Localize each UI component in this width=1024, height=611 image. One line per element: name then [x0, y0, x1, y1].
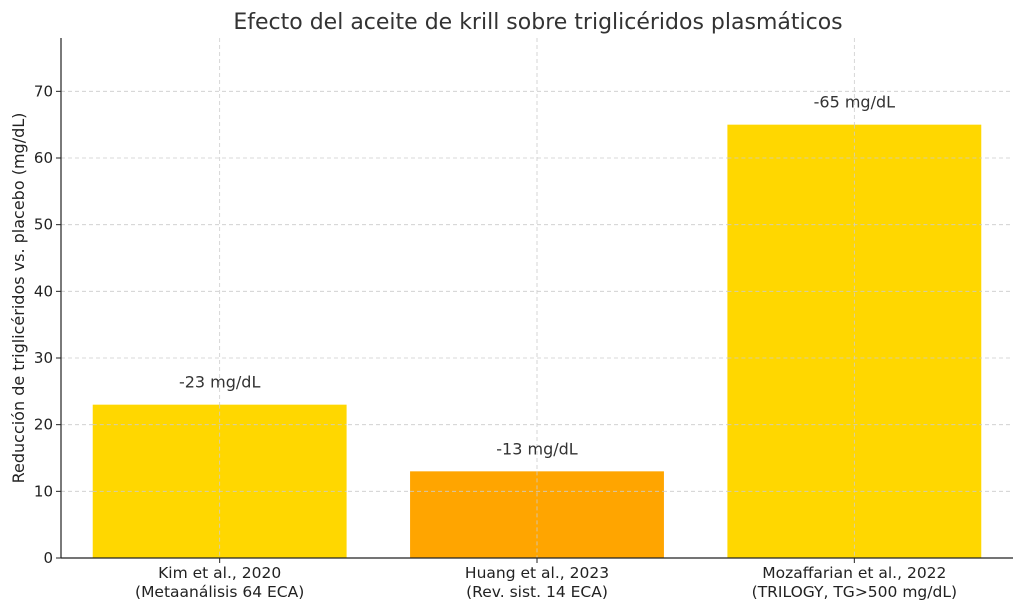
- x-tick-label: (TRILOGY, TG>500 mg/dL): [752, 583, 957, 601]
- x-tick-label: (Rev. sist. 14 ECA): [466, 583, 608, 601]
- y-tick-label: 50: [34, 216, 53, 234]
- bars: [92, 124, 982, 559]
- y-tick-label: 40: [34, 282, 53, 300]
- data-label: -13 mg/dL: [496, 439, 578, 458]
- x-tick-label: (Metaanálisis 64 ECA): [135, 583, 304, 601]
- axes: [56, 38, 1013, 563]
- data-label: -23 mg/dL: [179, 373, 261, 392]
- y-tick-label: 60: [34, 149, 53, 167]
- x-tick-label: Kim et al., 2020: [158, 564, 281, 582]
- x-tick-label: Mozaffarian et al., 2022: [762, 564, 946, 582]
- y-tick-label: 30: [34, 349, 53, 367]
- y-tick-label: 70: [34, 82, 53, 100]
- data-label: -65 mg/dL: [814, 93, 896, 112]
- y-tick-label: 0: [43, 549, 53, 567]
- y-tick-label: 10: [34, 482, 53, 500]
- labels: 0 10 20 30 40 50 60 70 -23 mg/dL -13 mg/dL -65 mg/…: [34, 82, 957, 601]
- x-tick-label: Huang et al., 2023: [465, 564, 609, 582]
- y-axis-label: Reducción de triglicéridos vs. placebo (…: [9, 113, 28, 484]
- y-tick-label: 20: [34, 416, 53, 434]
- chart-title: Efecto del aceite de krill sobre triglic…: [233, 10, 842, 35]
